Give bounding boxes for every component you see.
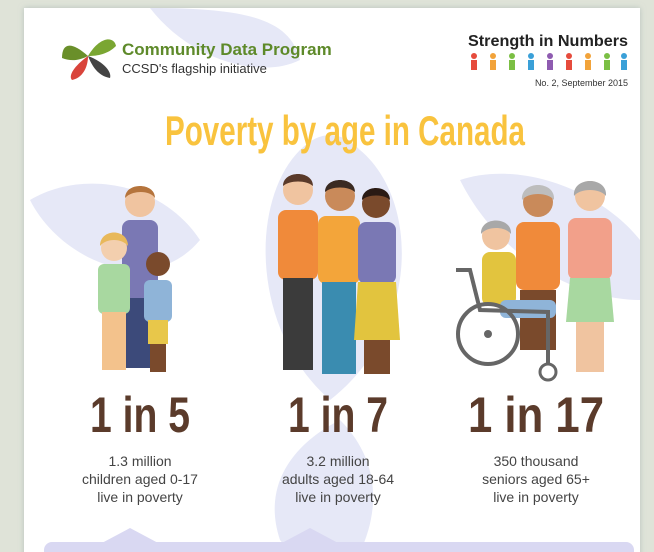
group: 1 in 7 3.2 million adults aged 18-64 liv…	[282, 387, 394, 505]
logo-subtitle: CCSD's flagship initiative	[122, 61, 267, 76]
description-line: 350 thousand	[494, 453, 579, 469]
description-line: seniors aged 65+	[482, 471, 590, 487]
main-title: Poverty by age in Canada	[165, 107, 525, 154]
description-line: live in poverty	[97, 489, 183, 505]
bottom-banner	[44, 542, 634, 552]
banner-pointers	[100, 528, 340, 544]
logo-icon	[62, 39, 116, 80]
description-line: live in poverty	[493, 489, 579, 505]
adults-illustration	[278, 174, 400, 374]
description-line: 1.3 million	[108, 453, 171, 469]
description-line: live in poverty	[295, 489, 381, 505]
group: 1 in 17 350 thousand seniors aged 65+ li…	[468, 387, 604, 505]
group: 1 in 5 1.3 million children aged 0-17 li…	[82, 387, 198, 505]
description-line: children aged 0-17	[82, 471, 198, 487]
ratio: 1 in 5	[90, 387, 190, 443]
description-line: adults aged 18-64	[282, 471, 394, 487]
ratio: 1 in 17	[468, 387, 604, 443]
children-illustration	[98, 186, 172, 372]
description-line: 3.2 million	[306, 453, 369, 469]
issue: No. 2, September 2015	[535, 78, 628, 88]
people-row	[471, 53, 627, 70]
series-title: Strength in Numbers	[468, 33, 628, 50]
seniors-illustration	[456, 181, 614, 382]
ratio: 1 in 7	[288, 387, 388, 443]
logo-title: Community Data Program	[122, 40, 332, 59]
